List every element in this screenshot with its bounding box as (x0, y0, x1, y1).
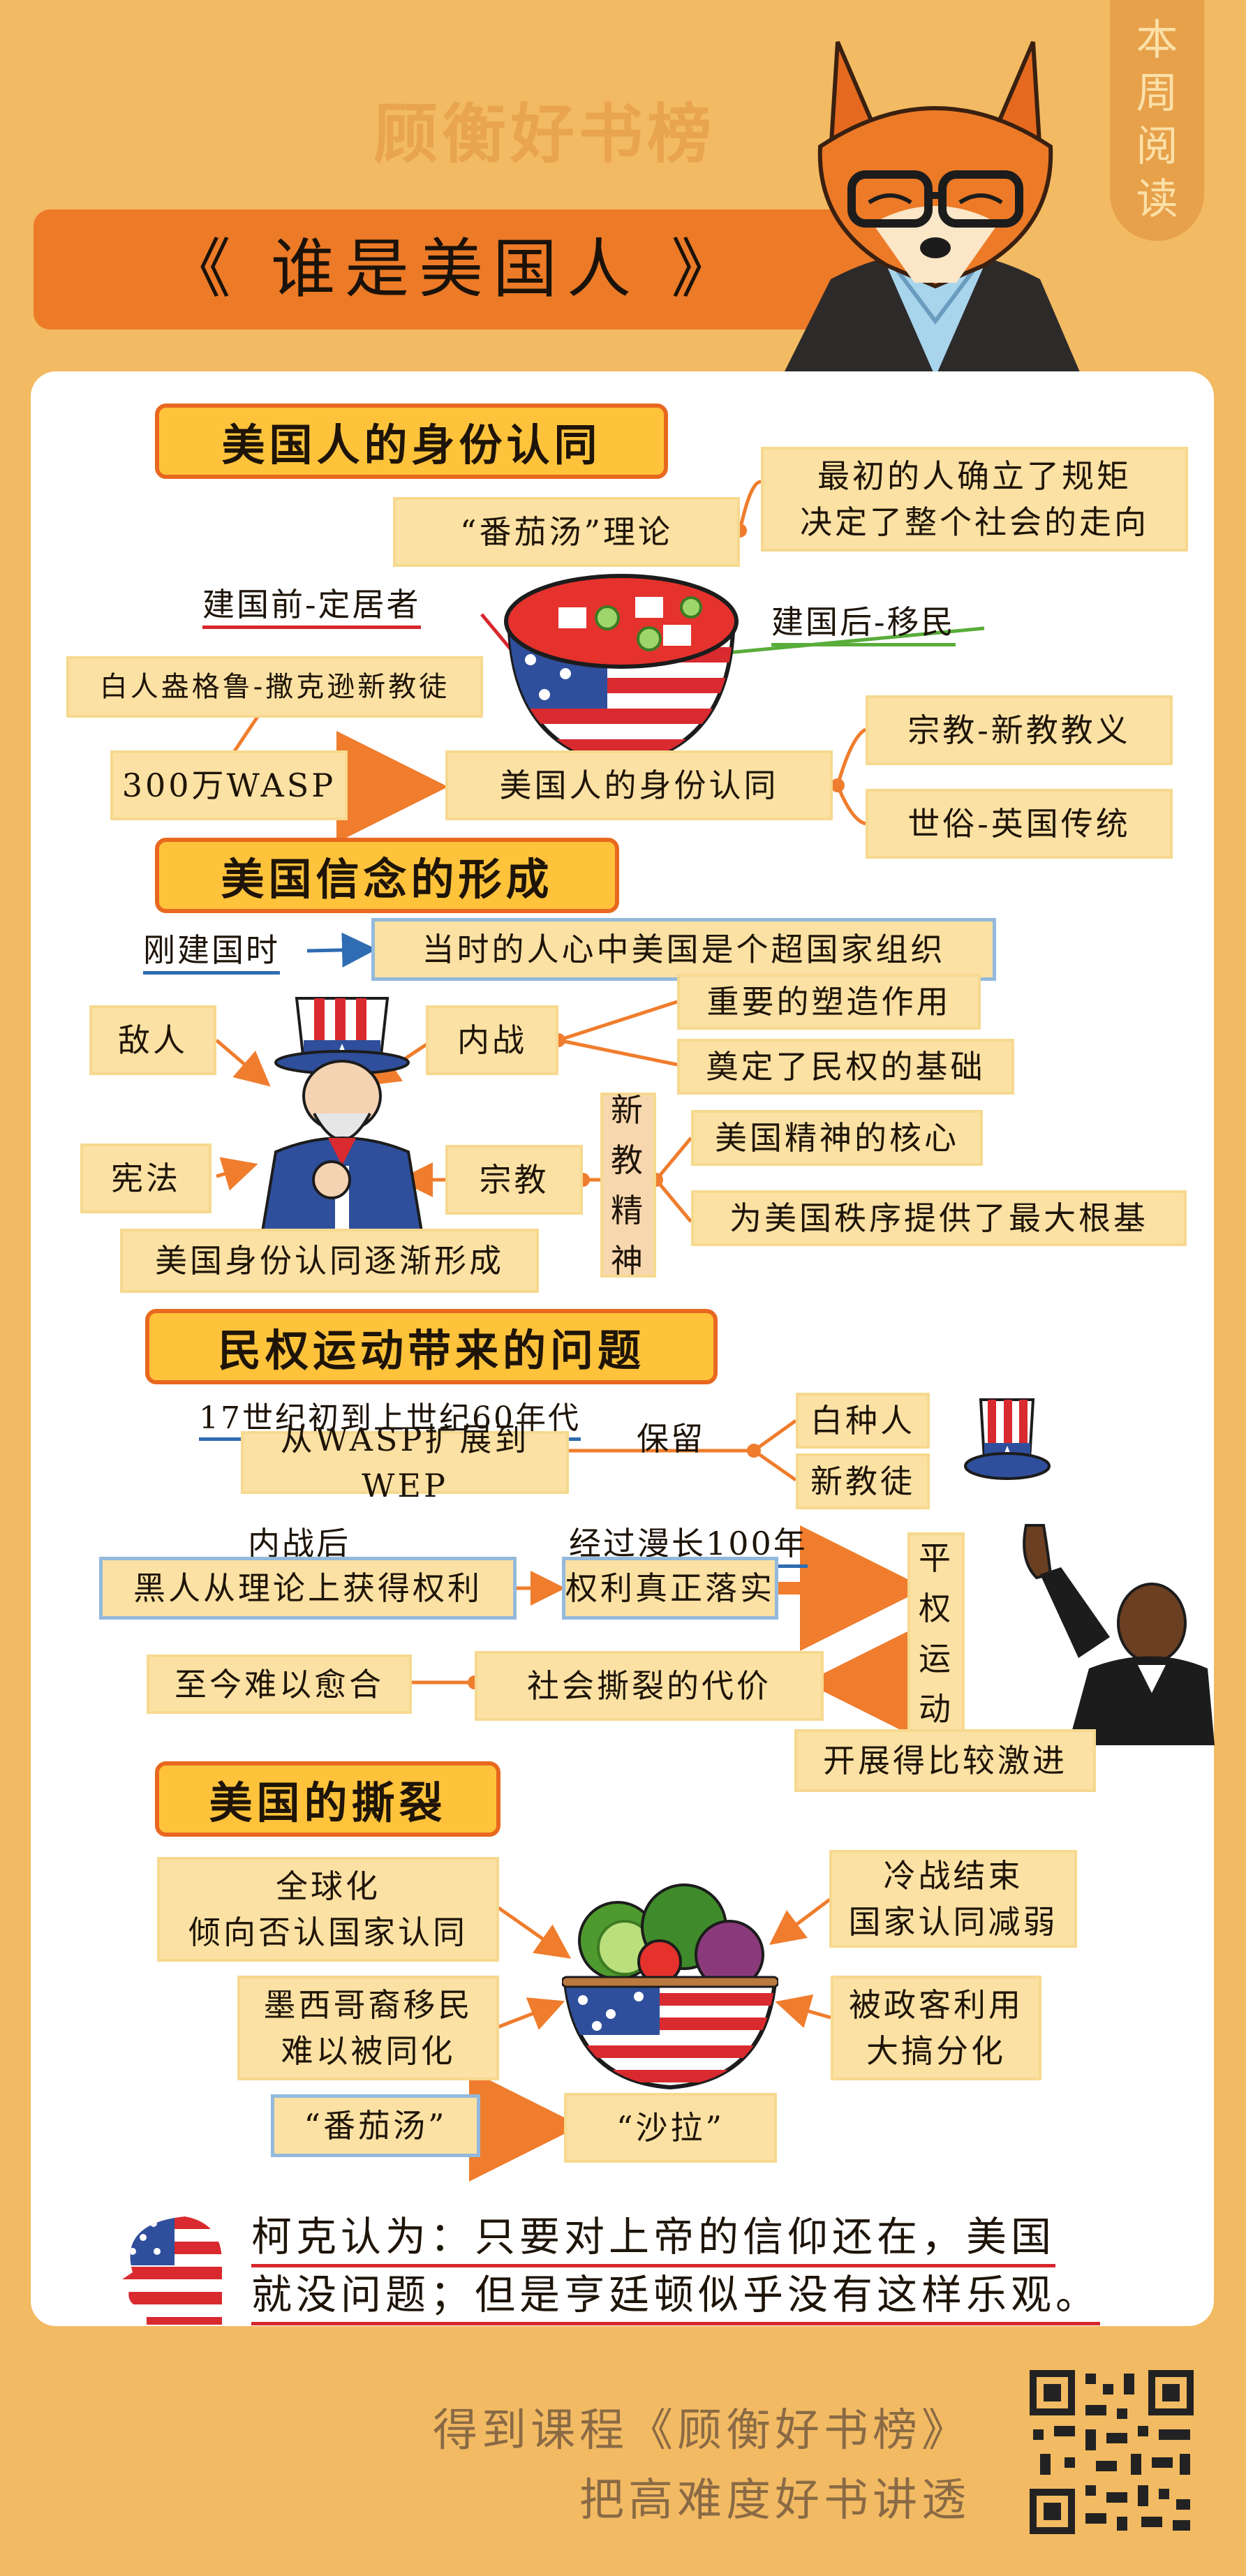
social-cost-box: 社会撕裂的代价 (475, 1651, 824, 1721)
new-spirit-char-1: 新 (611, 1090, 646, 1129)
super-state-box: 当时的人心中美国是个超国家组织 (371, 918, 996, 981)
identity-box: 美国人的身份认同 (445, 750, 833, 820)
identity-formed-box: 美国身份认同逐渐形成 (120, 1229, 539, 1293)
weekly-tab-char: 周 (1136, 69, 1178, 118)
salad-box: “沙拉” (564, 2093, 777, 2163)
flag-head-icon (122, 2216, 223, 2325)
new-spirit-char-2: 教 (611, 1141, 646, 1179)
tomato-theory-desc-box: 最初的人确立了规矩 决定了整个社会的走向 (761, 447, 1188, 552)
after-founding-label: 建国后-移民 (771, 597, 956, 646)
new-spirit-char-4: 神 (611, 1241, 646, 1280)
globalization-line-2: 倾向否认国家认同 (188, 1914, 468, 1951)
closing-line-1: 柯克认为：只要对上帝的信仰还在，美国 (251, 2209, 1056, 2267)
equal-rights-char-3: 运 (919, 1640, 954, 1678)
unhealed-box: 至今难以愈合 (147, 1655, 412, 1714)
weekly-tab-char: 阅 (1136, 122, 1178, 171)
politicians-line-2: 大搞分化 (866, 2032, 1006, 2070)
just-founded-label: 刚建国时 (143, 925, 280, 975)
rights-real-box: 权利真正落实 (562, 1557, 778, 1620)
cold-war-box: 冷战结束 国家认同减弱 (829, 1850, 1077, 1948)
uncle-sam-icon (260, 997, 424, 1236)
equal-rights-box: 平 权 运 动 (907, 1532, 965, 1735)
title-banner (34, 209, 878, 330)
mexican-line-2: 难以被同化 (281, 2032, 456, 2070)
retain-label: 保留 (637, 1420, 705, 1458)
section-heading-division: 美国的撕裂 (155, 1761, 500, 1837)
white-box: 白种人 (796, 1393, 930, 1449)
brand-title: 顾衡好书榜 (373, 97, 715, 172)
salad-bowl-icon (562, 1883, 778, 2090)
fox-mascot-icon (782, 40, 1082, 377)
tomato-desc-line-2: 决定了整个社会的走向 (800, 503, 1149, 541)
section-heading-belief: 美国信念的形成 (155, 838, 619, 913)
politicians-line-1: 被政客利用 (849, 1986, 1023, 2024)
weekly-tab-char: 读 (1136, 175, 1178, 224)
cold-war-line-2: 国家认同减弱 (848, 1903, 1058, 1941)
secular-english-box: 世俗-英国传统 (866, 789, 1173, 859)
protestant-box: 新教徒 (796, 1453, 930, 1509)
qr-code-icon[interactable] (1026, 2367, 1197, 2538)
footer-course: 得到课程《顾衡好书榜》 (433, 2405, 970, 2457)
weekly-tab-label: 本周阅读 (1110, 14, 1204, 226)
mexican-immigrants-box: 墨西哥裔移民 难以被同化 (237, 1976, 499, 2080)
tomato-theory-box: “番茄汤”理论 (393, 497, 740, 567)
equal-rights-char-2: 权 (919, 1590, 954, 1627)
section-heading-identity: 美国人的身份认同 (155, 404, 668, 479)
weekly-tab-char: 本 (1136, 16, 1178, 65)
wasp-box: 300万WASP (110, 750, 348, 820)
religion-protestant-box: 宗教-新教教义 (866, 695, 1173, 765)
tomato-soup-box: “番茄汤” (271, 2094, 480, 2157)
radical-box: 开展得比较激进 (794, 1729, 1096, 1792)
wasp-desc-box: 白人盎格鲁-撒克逊新教徒 (66, 656, 483, 718)
equal-rights-char-4: 动 (919, 1690, 954, 1728)
closing-line-2: 就没问题；但是亨廷顿似乎没有这样乐观。 (251, 2267, 1101, 2325)
tomato-desc-line-1: 最初的人确立了规矩 (817, 457, 1132, 495)
globalization-box: 全球化 倾向否认国家认同 (157, 1857, 499, 1962)
section-heading-civil-rights: 民权运动带来的问题 (145, 1309, 718, 1384)
before-founding-label: 建国前-定居者 (202, 579, 421, 629)
mexican-line-1: 墨西哥裔移民 (263, 1986, 473, 2024)
constitution-box: 宪法 (80, 1143, 212, 1213)
weekly-reading-tab: 本周阅读 (1110, 0, 1204, 241)
cold-war-line-1: 冷战结束 (883, 1857, 1023, 1895)
civil-war-box: 内战 (426, 1005, 558, 1075)
order-foundation-box: 为美国秩序提供了最大根基 (691, 1190, 1187, 1246)
wasp-to-wep-box: 从WASP扩展到WEP (241, 1421, 569, 1504)
spirit-core-box: 美国精神的核心 (691, 1110, 983, 1166)
speaker-silhouette-icon (1023, 1524, 1215, 1745)
tomato-soup-bowl-icon (504, 574, 739, 767)
enemy-box: 敌人 (89, 1005, 216, 1075)
equal-rights-char-1: 平 (919, 1539, 954, 1577)
book-title: 《 谁是美国人 》 (166, 232, 746, 306)
new-spirit-char-3: 精 (611, 1191, 646, 1229)
politicians-box: 被政客利用 大搞分化 (831, 1976, 1041, 2080)
new-spirit-box: 新 教 精 神 (600, 1091, 656, 1280)
black-rights-box: 黑人从理论上获得权利 (99, 1557, 517, 1620)
footer-tagline: 把高难度好书讲透 (579, 2475, 970, 2526)
globalization-line-1: 全球化 (276, 1867, 380, 1905)
uncle-sam-hat-icon (964, 1398, 1051, 1480)
religion-box: 宗教 (445, 1145, 583, 1215)
shaping-role-box: 重要的塑造作用 (677, 974, 981, 1030)
civil-rights-base-box: 奠定了民权的基础 (677, 1039, 1014, 1095)
